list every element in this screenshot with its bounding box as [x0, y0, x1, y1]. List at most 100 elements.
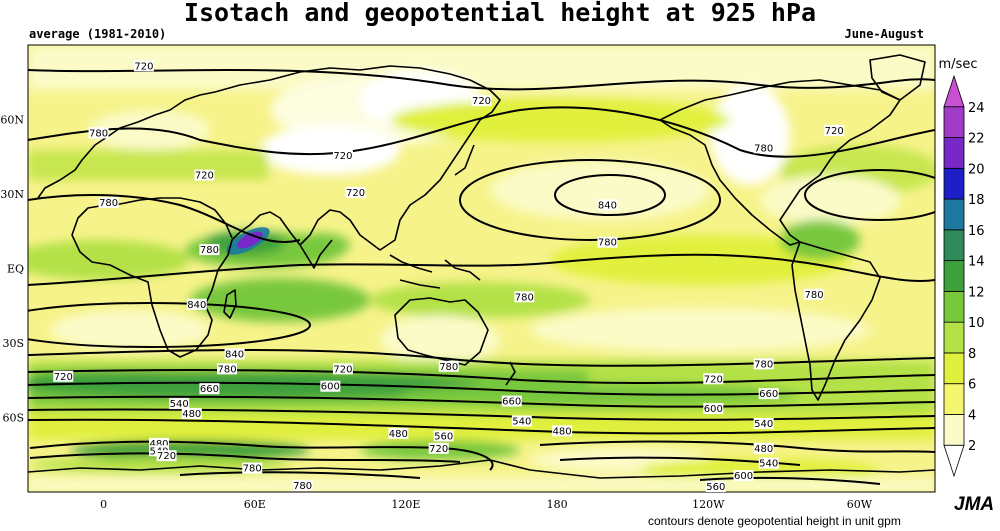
svg-text:780: 780 — [293, 481, 312, 492]
contour-label: 600 — [703, 403, 724, 415]
contour-label: 840 — [224, 348, 245, 360]
colorbar-segment — [943, 198, 965, 231]
contour-label: 480 — [149, 437, 170, 450]
contour-label: 660 — [758, 388, 779, 400]
lon-tick-label: 120W — [692, 498, 725, 511]
contour-label: 780 — [242, 462, 263, 475]
svg-text:480: 480 — [553, 426, 572, 437]
lat-tick-label: 30N — [0, 188, 24, 201]
colorbar-level-label: 18 — [968, 193, 985, 208]
svg-text:780: 780 — [99, 198, 118, 209]
lat-tick-label: 30S — [2, 337, 24, 350]
svg-text:560: 560 — [706, 482, 725, 493]
contour-label: 780 — [98, 196, 119, 209]
svg-text:780: 780 — [598, 238, 617, 249]
svg-text:780: 780 — [217, 364, 236, 375]
colorbar-level-label: 14 — [968, 255, 985, 270]
colorbar-segment — [943, 383, 965, 415]
colorbar-level-label: 6 — [968, 378, 976, 393]
svg-text:780: 780 — [439, 362, 458, 373]
svg-text:780: 780 — [754, 359, 773, 370]
lon-tick-label: 60E — [244, 498, 266, 511]
contour-label: 840 — [186, 298, 207, 311]
colorbar-level-label: 22 — [968, 132, 985, 147]
contour-label: 660 — [501, 395, 522, 408]
contour-label: 780 — [438, 360, 459, 373]
contour-label: 560 — [433, 430, 454, 442]
season-subtitle: June-August — [844, 27, 924, 41]
contour-label: 720 — [53, 370, 74, 383]
contour-label: 660 — [199, 383, 220, 395]
colorbar-segment — [943, 260, 965, 292]
colorbar-level-label: 4 — [968, 408, 976, 423]
contour-label: 780 — [597, 236, 618, 249]
svg-text:720: 720 — [704, 374, 723, 385]
svg-text:720: 720 — [157, 451, 176, 462]
lon-tick-label: 180 — [547, 498, 568, 511]
longitude-labels: 0 60E 120E 180 120W 60W — [100, 498, 873, 511]
svg-text:540: 540 — [754, 419, 773, 430]
period-subtitle: average (1981-2010) — [29, 27, 167, 41]
colorbar-segment — [943, 106, 965, 138]
chart-title: Isotach and geopotential height at 925 h… — [183, 0, 817, 27]
colorbar-segment — [943, 290, 965, 323]
svg-text:660: 660 — [502, 397, 521, 408]
svg-text:480: 480 — [754, 444, 773, 455]
svg-text:600: 600 — [704, 404, 723, 415]
lon-tick-label: 120E — [391, 498, 420, 511]
contour-value-labels: 720 720 720 780 780 720 720 720 780 840 780 780 840 7… — [53, 60, 845, 493]
contour-label: 780 — [514, 291, 535, 303]
svg-text:540: 540 — [170, 399, 189, 410]
contour-label: 720 — [703, 373, 724, 385]
contour-label: 540 — [511, 415, 532, 427]
contour-label: 480 — [181, 408, 202, 420]
svg-text:480: 480 — [182, 409, 201, 420]
contour-label: 480 — [552, 425, 573, 437]
svg-text:840: 840 — [598, 200, 617, 211]
contour-label: 540 — [169, 398, 190, 410]
lat-tick-label: EQ — [7, 263, 24, 276]
contour-label: 720 — [332, 149, 353, 162]
isotach-shading — [28, 45, 935, 492]
contour-label: 780 — [804, 288, 825, 301]
lon-tick-label: 60W — [847, 498, 873, 511]
colorbar-segment — [943, 352, 965, 385]
svg-text:780: 780 — [805, 290, 824, 301]
svg-text:780: 780 — [89, 128, 108, 139]
contour-label: 720 — [156, 450, 177, 462]
svg-text:720: 720 — [825, 126, 844, 137]
contour-label: 780 — [753, 358, 774, 370]
colorbar-level-label: 2 — [968, 439, 976, 454]
svg-text:600: 600 — [734, 471, 753, 482]
colorbar-segment — [943, 444, 965, 478]
svg-text:780: 780 — [200, 245, 219, 256]
contour-label: 780 — [217, 363, 238, 375]
lat-tick-label: 60N — [0, 114, 24, 127]
colorbar-unit: m/sec — [939, 57, 978, 72]
svg-text:540: 540 — [512, 416, 531, 427]
footnote: contours denote geopotential height in u… — [648, 514, 901, 528]
svg-text:840: 840 — [187, 300, 206, 311]
contour-label: 720 — [471, 95, 492, 107]
jma-logo: JMA — [954, 494, 995, 515]
contour-label: 480 — [388, 427, 409, 440]
svg-text:600: 600 — [321, 382, 340, 393]
svg-text:720: 720 — [472, 96, 491, 107]
contour-label: 560 — [705, 481, 726, 493]
svg-text:720: 720 — [134, 61, 153, 72]
contour-label: 780 — [199, 244, 220, 256]
lat-tick-label: 60S — [2, 412, 24, 425]
contour-label: 720 — [824, 124, 845, 137]
colorbar-segment — [943, 137, 965, 169]
contour-label: 720 — [332, 363, 353, 375]
contour-label: 840 — [597, 199, 618, 211]
svg-text:720: 720 — [429, 444, 448, 455]
svg-text:660: 660 — [200, 384, 219, 395]
coastlines — [28, 54, 935, 479]
contour-label: 780 — [753, 142, 774, 154]
svg-text:720: 720 — [333, 364, 352, 375]
colorbar-segment — [943, 229, 965, 262]
contour-label: 720 — [194, 169, 215, 182]
colorbar-level-label: 10 — [968, 316, 985, 331]
